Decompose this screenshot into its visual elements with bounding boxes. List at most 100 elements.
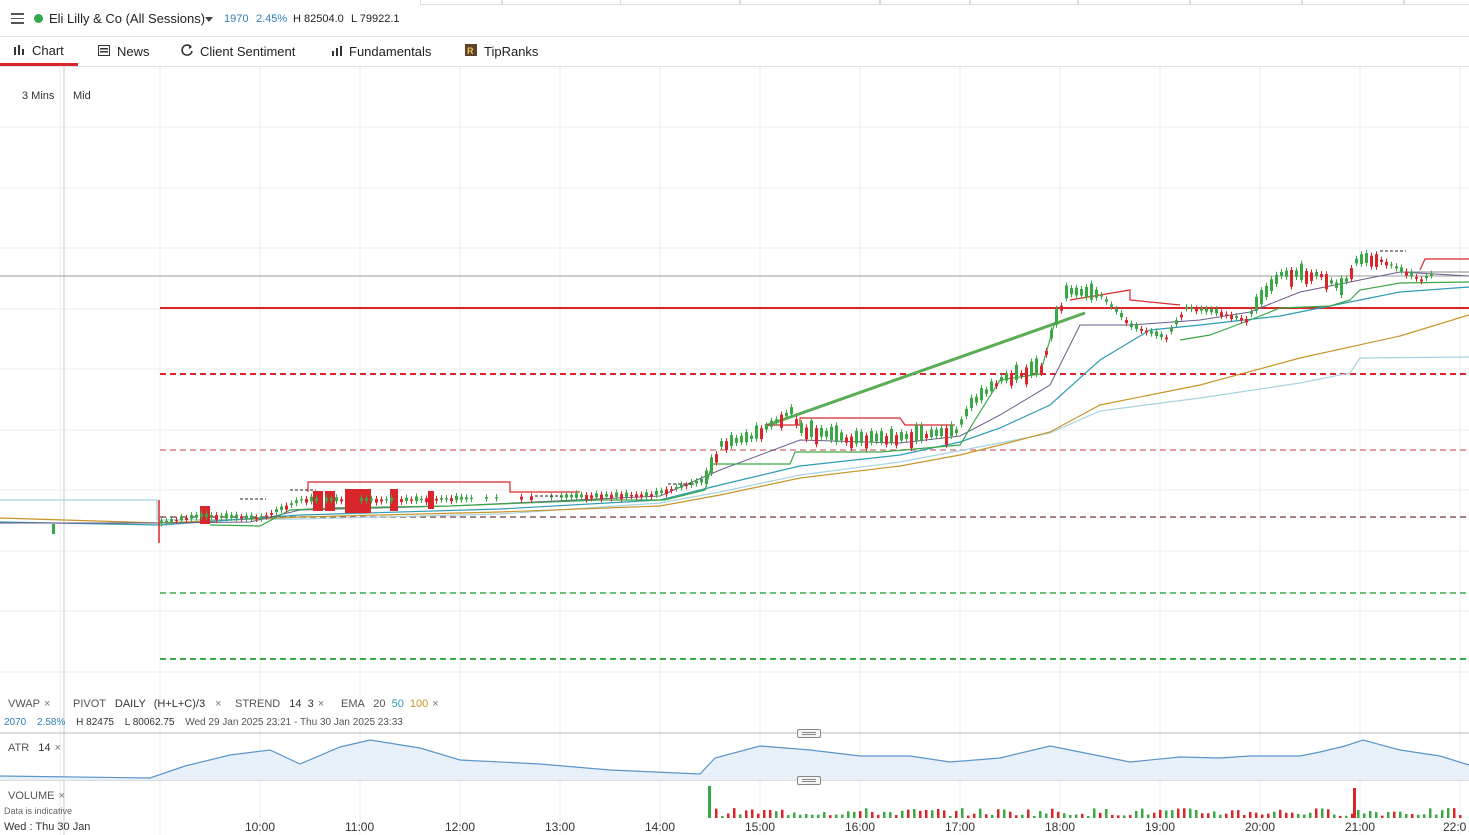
window-tab[interactable]: [620, 0, 740, 5]
close-icon[interactable]: ×: [54, 742, 61, 754]
candle: [430, 498, 433, 502]
date-label: Wed : Thu 30 Jan: [4, 821, 91, 833]
candle: [870, 431, 873, 443]
candle: [1080, 289, 1083, 296]
menu-icon[interactable]: [11, 13, 24, 24]
candle: [465, 497, 468, 500]
candle: [925, 434, 928, 439]
volume-bar: [1075, 814, 1078, 818]
volume-bar: [1255, 812, 1258, 818]
volume-bar: [793, 812, 796, 818]
candle: [270, 512, 273, 515]
candle: [1400, 267, 1403, 272]
tab-news[interactable]: News: [98, 37, 150, 66]
window-tab[interactable]: [970, 0, 1078, 5]
candle: [770, 420, 773, 427]
window-tab[interactable]: [1302, 0, 1404, 5]
close-icon[interactable]: ×: [215, 698, 222, 710]
window-tab[interactable]: [1078, 0, 1190, 5]
candle: [1195, 308, 1198, 312]
candle: [690, 481, 693, 486]
close-icon[interactable]: ×: [317, 698, 325, 710]
candle: [1295, 270, 1298, 277]
tab-fundamentals[interactable]: Fundamentals: [332, 37, 431, 66]
content-tabs: Chart News Client Sentiment Fundamentals…: [0, 37, 1469, 67]
volume-bar: [937, 809, 940, 818]
close-icon[interactable]: ×: [44, 698, 51, 710]
candle: [715, 454, 718, 463]
pane-resize-handle[interactable]: [797, 729, 821, 738]
session-low: L 79922.1: [351, 13, 400, 25]
volume-bar: [715, 808, 718, 818]
tab-tipranks[interactable]: R TipRanks: [465, 37, 538, 66]
supertrend-down-line: [307, 481, 580, 493]
session-high: H 82504.0: [293, 13, 344, 25]
candle: [635, 494, 638, 498]
candle: [185, 517, 188, 520]
volume-bar: [1243, 814, 1246, 818]
instrument-header: Eli Lilly & Co (All Sessions) 1970 2.45%…: [0, 0, 1469, 37]
candle: [1095, 289, 1098, 298]
candle: [1000, 376, 1003, 382]
candle: [670, 489, 673, 491]
instrument-name[interactable]: Eli Lilly & Co (All Sessions): [49, 11, 206, 26]
window-tab[interactable]: [740, 0, 880, 5]
window-tab[interactable]: [1404, 0, 1469, 5]
volume-bar: [1429, 808, 1432, 818]
chevron-down-icon[interactable]: [205, 17, 213, 22]
candle: [345, 498, 348, 504]
candle: [685, 485, 688, 487]
supertrend-up-line: [1179, 281, 1469, 341]
candle: [1110, 304, 1113, 307]
window-tab[interactable]: [502, 0, 621, 5]
candle: [790, 407, 793, 415]
window-tab[interactable]: [880, 0, 970, 5]
candle: [1075, 287, 1078, 296]
volume-bar: [979, 808, 982, 818]
candle: [550, 496, 553, 498]
candle: [895, 435, 898, 446]
volume-bar: [1153, 812, 1156, 818]
interval-selector[interactable]: 3 Mins: [22, 90, 55, 102]
volume-bar: [1279, 809, 1282, 818]
volume-bar: [727, 813, 730, 818]
volume-bar: [1333, 814, 1336, 818]
window-tab[interactable]: [1190, 0, 1302, 5]
close-icon[interactable]: ×: [432, 698, 439, 710]
price-chart[interactable]: [0, 67, 1469, 835]
time-tick: 21:00: [1345, 820, 1376, 834]
candle: [1225, 314, 1228, 316]
candle: [595, 493, 598, 498]
price-type-selector[interactable]: Mid: [73, 90, 91, 102]
candle: [415, 496, 418, 502]
volume-bar: [1213, 811, 1216, 818]
volume-bar: [1129, 815, 1132, 818]
candle: [305, 498, 308, 503]
candle: [810, 420, 813, 437]
candle: [1120, 313, 1123, 318]
tab-chart[interactable]: Chart: [0, 37, 78, 66]
volume-bar: [1207, 813, 1210, 818]
candle: [575, 493, 578, 498]
volume-bar: [925, 809, 928, 818]
volume-bar: [1165, 810, 1168, 818]
candle: [935, 429, 938, 437]
tab-client-sentiment[interactable]: Client Sentiment: [181, 37, 295, 66]
close-icon[interactable]: ×: [58, 790, 65, 802]
volume-bar: [1249, 811, 1252, 818]
pane-resize-handle[interactable]: [797, 776, 821, 785]
candle: [1070, 287, 1073, 295]
candle: [495, 497, 498, 499]
candle: [1060, 305, 1063, 311]
candle: [1265, 285, 1268, 298]
volume-bar: [739, 814, 742, 818]
volume-bar: [1297, 813, 1300, 818]
indicator-name: VWAP: [8, 698, 40, 710]
candle: [435, 498, 438, 501]
volume-bar: [1459, 815, 1462, 818]
candle: [1310, 272, 1313, 281]
window-tab[interactable]: [420, 0, 502, 5]
candle: [1410, 271, 1413, 277]
volume-bar: [1405, 814, 1408, 818]
candle: [1285, 270, 1288, 277]
